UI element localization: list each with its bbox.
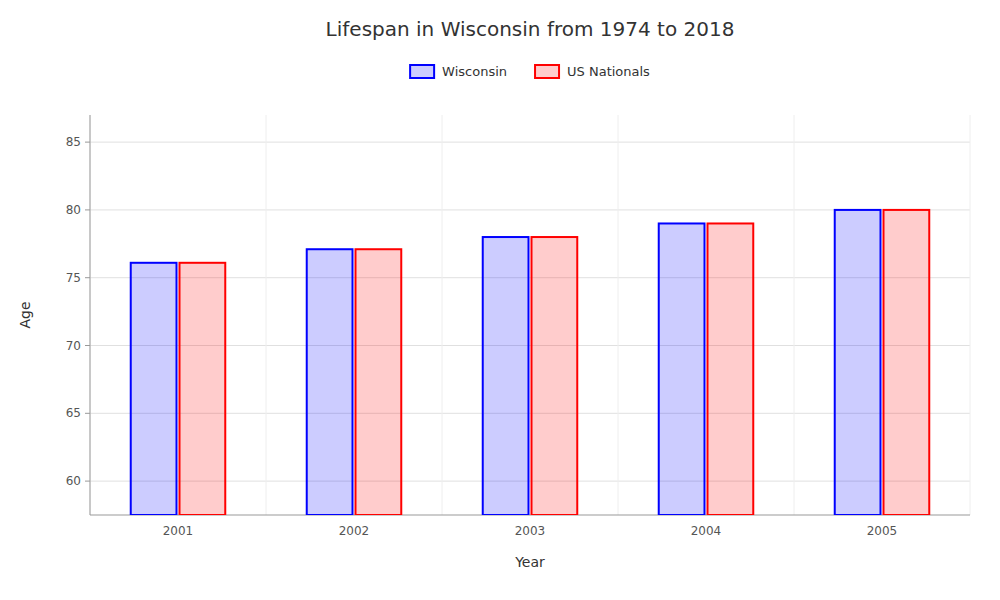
x-axis-label: Year (514, 554, 545, 570)
legend-swatch (535, 65, 559, 78)
grid (90, 115, 970, 515)
background (0, 0, 1000, 600)
group-divider (442, 115, 443, 515)
bar (356, 249, 402, 515)
x-tick-label: 2001 (163, 524, 194, 538)
bar (659, 223, 705, 515)
y-tick (85, 413, 90, 414)
x-tick-label: 2005 (867, 524, 898, 538)
bar (884, 210, 930, 515)
x-tick-label: 2003 (515, 524, 546, 538)
legend-item: US Nationals (535, 64, 650, 79)
bar (483, 237, 529, 515)
bar (131, 263, 177, 515)
y-tick (85, 277, 90, 278)
legend-label: US Nationals (567, 64, 650, 79)
legend: Wisconsin US Nationals (410, 64, 650, 79)
bar (835, 210, 881, 515)
y-tick-label: 65 (66, 406, 81, 420)
legend-label: Wisconsin (442, 64, 507, 79)
bar (307, 249, 353, 515)
group-divider (266, 115, 267, 515)
y-tick-label: 70 (66, 339, 81, 353)
y-tick-label: 60 (66, 474, 81, 488)
group-divider (90, 115, 91, 515)
y-axis-line (90, 115, 91, 515)
y-tick (85, 481, 90, 482)
chart-svg: 60 65 70 75 80 85 2001 2002 2003 2004 2005 Lifespan… (0, 0, 1000, 600)
chart-container: 60 65 70 75 80 85 2001 2002 2003 2004 2005 Lifespan… (0, 0, 1000, 600)
group-divider (970, 115, 971, 515)
x-tick-label: 2004 (691, 524, 722, 538)
legend-item: Wisconsin (410, 64, 507, 79)
group-divider (794, 115, 795, 515)
y-tick (85, 209, 90, 210)
y-tick-label: 85 (66, 135, 81, 149)
y-tick (85, 345, 90, 346)
bar (708, 223, 754, 515)
legend-swatch (410, 65, 434, 78)
grid-line (90, 142, 970, 143)
group-divider (618, 115, 619, 515)
y-tick (85, 142, 90, 143)
bar (532, 237, 578, 515)
bar (180, 263, 226, 515)
title: Lifespan in Wisconsin from 1974 to 2018 (326, 17, 735, 41)
y-tick-label: 80 (66, 203, 81, 217)
y-tick-label: 75 (66, 271, 81, 285)
bars (131, 210, 930, 515)
x-tick-label: 2002 (339, 524, 370, 538)
y-axis-label: Age (17, 301, 33, 328)
